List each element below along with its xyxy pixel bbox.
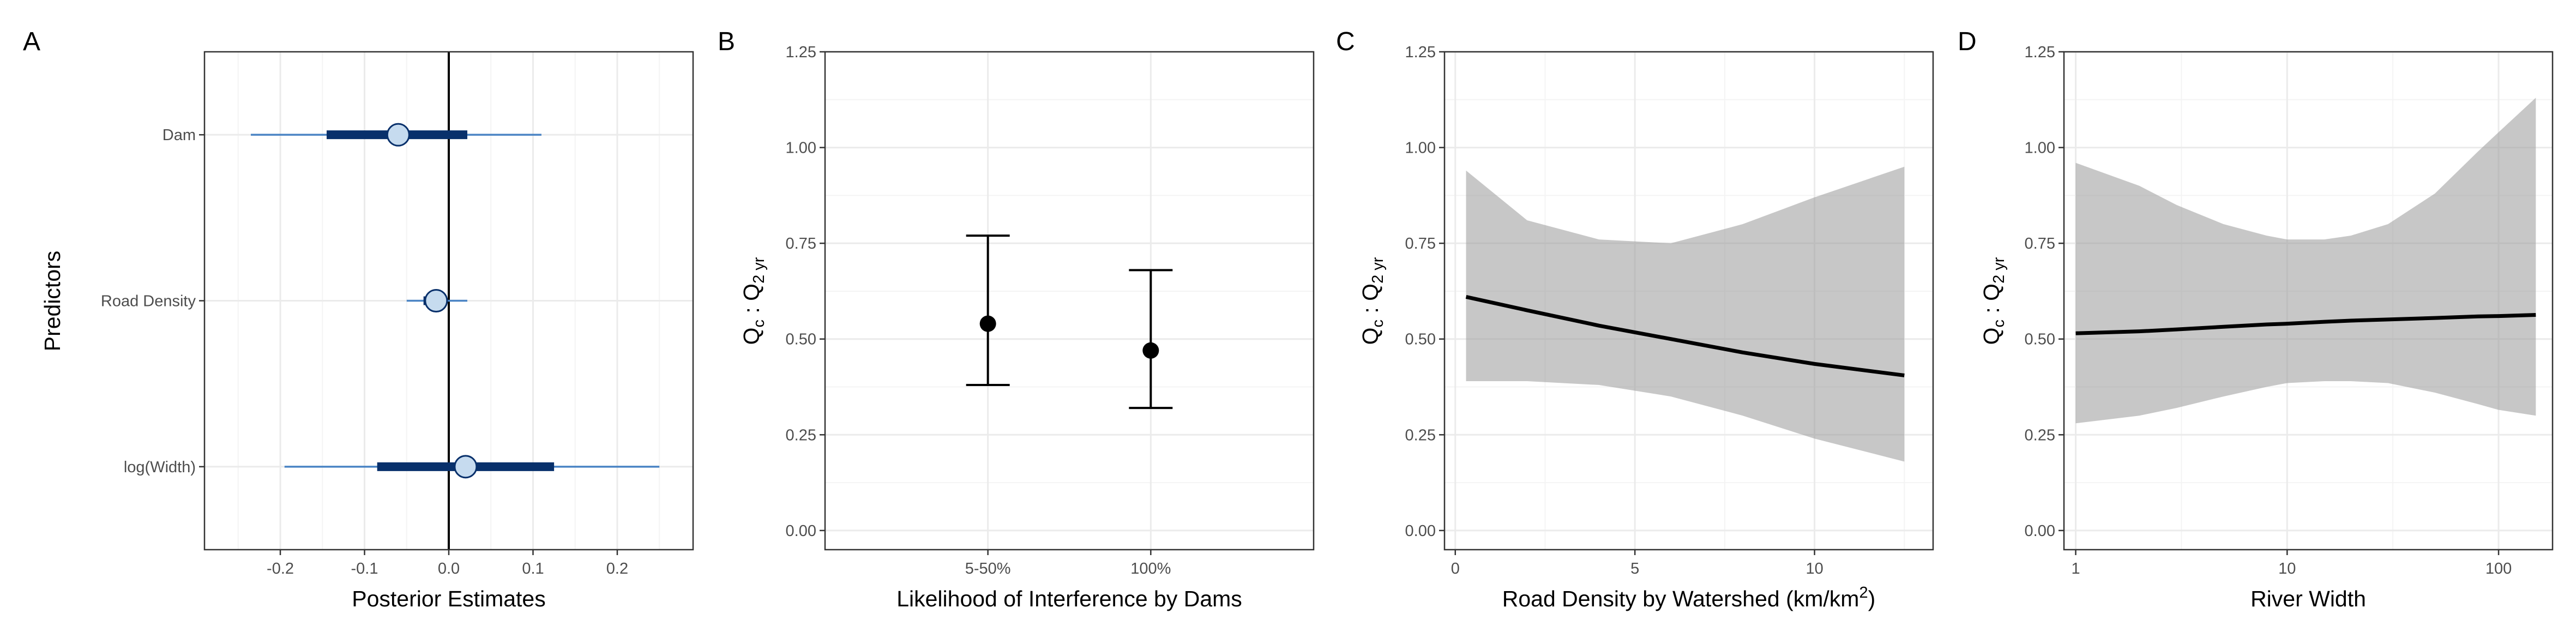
panel-b-errorbar-plot: B 5-50% 100% 0.00 0.25 0.50 0.75 1.00 1.25 Like… xyxy=(718,27,1315,611)
panel-a-marks xyxy=(250,52,660,550)
panel-a-y-tick-label: log(Width) xyxy=(124,459,196,476)
panel-d-x-tick-label: 10 xyxy=(2278,560,2296,577)
panel-a-label: A xyxy=(23,27,40,56)
panel-c-confidence-band xyxy=(1466,166,1905,462)
panel-a-median-point xyxy=(454,455,478,479)
panel-c-y-tick-label: 0.75 xyxy=(1405,235,1436,252)
panel-c-y-tick-label: 0.25 xyxy=(1405,426,1436,444)
panel-a-forest-plot: A Dam Road Density log(Width) -0.2 -0.1 0.0 0.… xyxy=(23,27,694,611)
panel-c-y-title: Qc : Q2 yr xyxy=(1358,257,1387,345)
panel-a-x-title: Posterior Estimates xyxy=(352,586,545,611)
panel-c-y-tick-label: 0.00 xyxy=(1405,522,1436,540)
panel-c-x-tick-label: 10 xyxy=(1805,560,1823,577)
panel-c-line-plot: C 0 5 10 0.00 0.25 0.50 0.75 1.00 1.25 Road Dens… xyxy=(1336,27,1934,611)
panel-d-confidence-band xyxy=(2075,98,2536,424)
panel-b-point xyxy=(1142,342,1159,359)
panel-d-y-title: Qc : Q2 yr xyxy=(1979,257,2008,345)
panel-d-x-tick-label: 1 xyxy=(2071,560,2080,577)
panel-a-y-title: Predictors xyxy=(40,251,65,352)
panel-d-y-tick-label: 1.00 xyxy=(2025,140,2055,157)
panel-d-y-tick-label: 0.00 xyxy=(2025,522,2055,540)
panel-b-y-tick-label: 1.00 xyxy=(786,140,816,157)
panel-c-x-tick-label: 5 xyxy=(1630,560,1639,577)
panel-d-x-title: River Width xyxy=(2250,586,2366,611)
panel-b-y-tick-label: 0.75 xyxy=(786,235,816,252)
panel-d-y-tick-label: 0.50 xyxy=(2025,331,2055,348)
panel-d-trend-line xyxy=(2075,312,2536,335)
panel-a-y-tick-label: Road Density xyxy=(101,293,196,310)
panel-c-marks xyxy=(1465,166,1905,462)
panel-a-x-tick-label: 0.0 xyxy=(438,560,460,577)
panel-c-y-tick-label: 0.50 xyxy=(1405,331,1436,348)
panel-c-y-tick-label: 1.00 xyxy=(1405,140,1436,157)
panel-a-x-tick-label: 0.1 xyxy=(522,560,544,577)
panel-a-x-tick-label: -0.1 xyxy=(351,560,378,577)
panel-a-ticks: Dam Road Density log(Width) -0.2 -0.1 0.0 0.1 0… xyxy=(101,127,628,577)
panel-b-y-tick-label: 0.25 xyxy=(786,426,816,444)
panel-b-y-tick-label: 0.50 xyxy=(786,331,816,348)
panel-d-line-plot: D 1 10 100 0.00 0.25 0.50 0.75 1.00 1.25 River W… xyxy=(1958,27,2554,611)
panel-b-label: B xyxy=(718,27,735,56)
panel-a-x-tick-label: 0.2 xyxy=(606,560,628,577)
panel-b-ticks: 5-50% 100% 0.00 0.25 0.50 0.75 1.00 1.25 xyxy=(786,44,1171,577)
panel-a-y-tick-label: Dam xyxy=(162,127,196,144)
panel-c-trend-line xyxy=(1465,295,1905,377)
panel-a-median-point xyxy=(386,123,410,147)
panel-b-x-title: Likelihood of Interference by Dams xyxy=(896,586,1242,611)
panel-c-y-tick-label: 1.25 xyxy=(1405,44,1436,61)
panel-a-median-point xyxy=(424,289,448,312)
panel-b-point xyxy=(979,315,996,332)
panel-d-ticks: 1 10 100 0.00 0.25 0.50 0.75 1.00 1.25 xyxy=(2025,44,2512,577)
panel-d-x-tick-label: 100 xyxy=(2485,560,2512,577)
panel-b-frame xyxy=(824,51,1315,551)
panel-d-label: D xyxy=(1958,27,1977,56)
panel-d-y-tick-label: 1.25 xyxy=(2025,44,2055,61)
panel-d-y-tick-label: 0.75 xyxy=(2025,235,2055,252)
panel-c-x-tick-label: 0 xyxy=(1451,560,1460,577)
panel-c-frame xyxy=(1443,51,1934,551)
panel-b-y-tick-label: 1.25 xyxy=(786,44,816,61)
panel-b-x-tick-label: 5-50% xyxy=(965,560,1011,577)
panel-d-y-tick-label: 0.25 xyxy=(2025,426,2055,444)
panel-a-x-tick-label: -0.2 xyxy=(267,560,294,577)
panel-d-frame xyxy=(2063,51,2554,551)
panel-b-x-tick-label: 100% xyxy=(1130,560,1171,577)
panel-c-ticks: 0 5 10 0.00 0.25 0.50 0.75 1.00 1.25 xyxy=(1405,44,1823,577)
panel-c-label: C xyxy=(1336,27,1355,56)
panel-b-y-tick-label: 0.00 xyxy=(786,522,816,540)
panel-b-y-title: Qc : Q2 yr xyxy=(739,257,768,345)
panel-b-marks xyxy=(966,234,1173,410)
panel-d-marks xyxy=(2075,98,2536,424)
panel-c-x-title: Road Density by Watershed (km/km2) xyxy=(1502,584,1875,611)
